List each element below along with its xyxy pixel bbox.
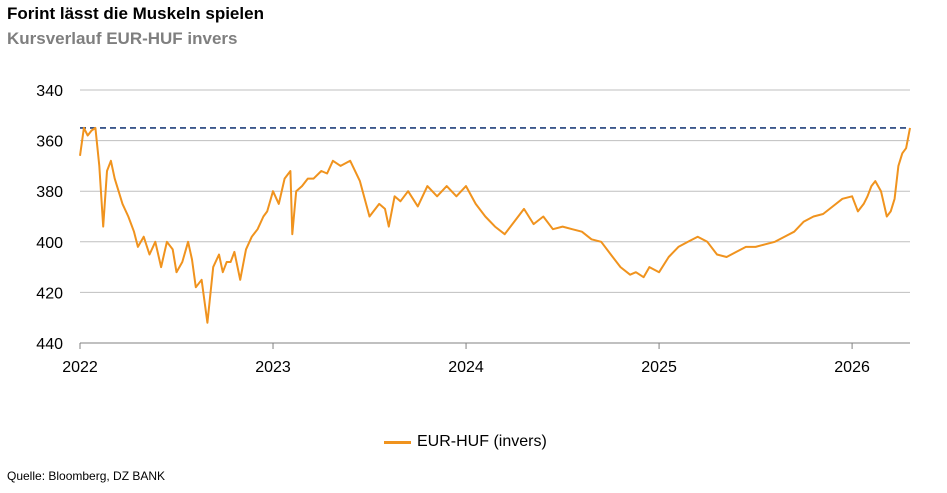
legend-label: EUR-HUF (invers): [417, 433, 547, 450]
chart-legend: EUR-HUF (invers): [384, 430, 547, 454]
x-tick-label: 2025: [641, 359, 677, 376]
series-line-0: [79, 126, 911, 324]
y-tick-label: 360: [36, 134, 63, 151]
x-tick-label: 2023: [255, 359, 291, 376]
y-tick-label: 420: [36, 285, 63, 302]
y-tick-label: 440: [36, 336, 63, 353]
x-tick-label: 2022: [62, 359, 98, 376]
chart-title: Forint lässt die Muskeln spielen: [7, 4, 264, 23]
legend-swatch: [384, 440, 411, 444]
y-tick-label: 400: [36, 235, 63, 252]
x-tick-label: 2026: [834, 359, 870, 376]
y-tick-label: 380: [36, 184, 63, 201]
y-tick-label: 340: [36, 83, 63, 100]
chart-plot: 340 360 380 400 420 440 2022 2023 2024 2025 2026: [36, 83, 911, 376]
source-note: Quelle: Bloomberg, DZ BANK: [7, 469, 166, 483]
x-tick-label: 2024: [448, 359, 484, 376]
chart-subtitle: Kursverlauf EUR-HUF invers: [7, 29, 238, 48]
